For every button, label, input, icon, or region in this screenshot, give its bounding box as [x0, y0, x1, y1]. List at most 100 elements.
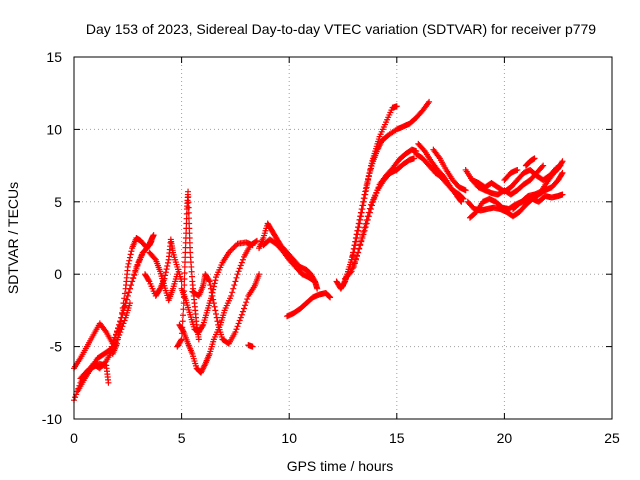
data-point-arc-s	[350, 263, 357, 270]
y-tick-label: 0	[54, 266, 62, 282]
plot-frame	[73, 56, 613, 420]
data-point-arc-e	[126, 254, 133, 261]
data-point-arc-e	[115, 332, 122, 339]
data-point-arc-h	[179, 318, 186, 325]
data-point-arc-g	[174, 271, 181, 278]
x-tick-label: 0	[70, 430, 78, 446]
data-point-arc-f	[145, 277, 152, 284]
data-point-arc-k	[207, 282, 214, 289]
data-point-arc-c	[132, 267, 139, 274]
data-point-arc-k	[209, 292, 216, 299]
chart-title: Day 153 of 2023, Sidereal Day-to-day VTE…	[86, 21, 596, 37]
data-point-arc-b	[72, 394, 79, 401]
data-point-arc-h	[185, 215, 192, 222]
data-point-arc-r	[411, 155, 418, 162]
data-point-arc-h	[195, 336, 202, 343]
x-tick-label: 5	[178, 430, 186, 446]
data-point-arc-k	[234, 323, 241, 330]
data-point-arc-s	[366, 209, 373, 216]
y-tick-label: 10	[46, 121, 62, 137]
data-point-arc-h	[181, 282, 188, 289]
data-point-arc-h	[185, 204, 192, 211]
data-point-arc-k	[208, 285, 215, 292]
data-point-arc-z	[557, 162, 564, 169]
y-tick-label: 5	[54, 194, 62, 210]
data-point-arc-i	[231, 282, 238, 289]
data-point-arc-ab	[531, 155, 538, 162]
data-point-arc-e	[117, 318, 124, 325]
data-point-arc-s	[375, 184, 382, 191]
data-point-arc-k	[214, 318, 221, 325]
data-point-arc-d	[105, 379, 112, 386]
data-point-arc-f	[163, 266, 170, 273]
data-point-arc-o	[249, 343, 256, 350]
data-point-arc-e	[119, 309, 126, 316]
data-point-arc-k	[212, 307, 219, 314]
data-point-arc-i	[235, 268, 242, 275]
data-point-arc-j	[199, 323, 206, 330]
data-point-arc-f	[164, 262, 171, 269]
data-point-arc-m	[309, 276, 316, 283]
x-tick-label: 10	[281, 430, 297, 446]
data-point-arc-s	[365, 213, 372, 220]
data-point-arc-w	[540, 162, 547, 169]
data-point-arc-x	[558, 171, 565, 178]
data-points	[71, 98, 566, 404]
data-point-arc-k	[211, 303, 218, 310]
data-point-arc-w	[539, 163, 546, 170]
data-point-arc-e	[120, 300, 127, 307]
data-point-arc-q	[350, 245, 357, 252]
data-point-arc-s	[372, 193, 379, 200]
data-point-arc-q	[361, 191, 368, 198]
data-point-arc-q	[351, 242, 358, 249]
data-point-arc-q	[362, 188, 369, 195]
data-point-arc-s	[370, 198, 377, 205]
data-point-arc-u	[457, 197, 464, 204]
data-point-arc-h	[180, 312, 187, 319]
data-point-arc-aa	[559, 191, 566, 198]
data-point-arc-s	[367, 206, 374, 213]
data-point-arc-s	[361, 227, 368, 234]
data-point-arc-k	[235, 320, 242, 327]
data-point-arc-k	[233, 326, 240, 333]
data-point-arc-k	[213, 311, 220, 318]
data-point-arc-s	[356, 245, 363, 252]
data-point-arc-q	[354, 227, 361, 234]
data-point-arc-q	[357, 209, 364, 216]
data-point-arc-i	[228, 292, 235, 299]
data-point-arc-k	[206, 278, 213, 285]
y-axis-label: SDTVAR / TECUs	[5, 182, 21, 294]
data-point-arc-e	[118, 314, 125, 321]
x-tick-label: 15	[389, 430, 405, 446]
data-point-arc-c	[110, 337, 117, 344]
data-point-arc-c	[129, 278, 136, 285]
data-point-arc-j	[212, 277, 219, 284]
data-point-arc-k	[238, 311, 245, 318]
data-point-arc-k	[208, 289, 215, 296]
data-point-arc-i	[229, 289, 236, 296]
data-point-arc-s	[363, 220, 370, 227]
data-point-arc-e	[127, 251, 134, 258]
data-point-arc-e	[128, 248, 135, 255]
data-point-arc-s	[371, 195, 378, 202]
data-point-arc-i	[230, 285, 237, 292]
data-point-arc-q	[362, 185, 369, 192]
data-point-arc-k	[239, 308, 246, 315]
y-tick-label: -5	[50, 339, 63, 355]
data-point-arc-q	[350, 249, 357, 256]
data-point-arc-h	[185, 193, 192, 200]
data-point-arc-s	[362, 224, 369, 231]
data-point-arc-h	[181, 276, 188, 283]
data-point-arc-i	[233, 274, 240, 281]
data-point-arc-c	[107, 346, 114, 353]
data-point-arc-b	[121, 317, 128, 324]
data-point-arc-k	[237, 314, 244, 321]
data-point-arc-h	[185, 209, 192, 216]
data-point-arc-s	[357, 242, 364, 249]
data-point-arc-q	[359, 202, 366, 209]
data-point-arc-q	[356, 216, 363, 223]
data-point-arc-h	[180, 306, 187, 313]
x-tick-label: 20	[497, 430, 513, 446]
